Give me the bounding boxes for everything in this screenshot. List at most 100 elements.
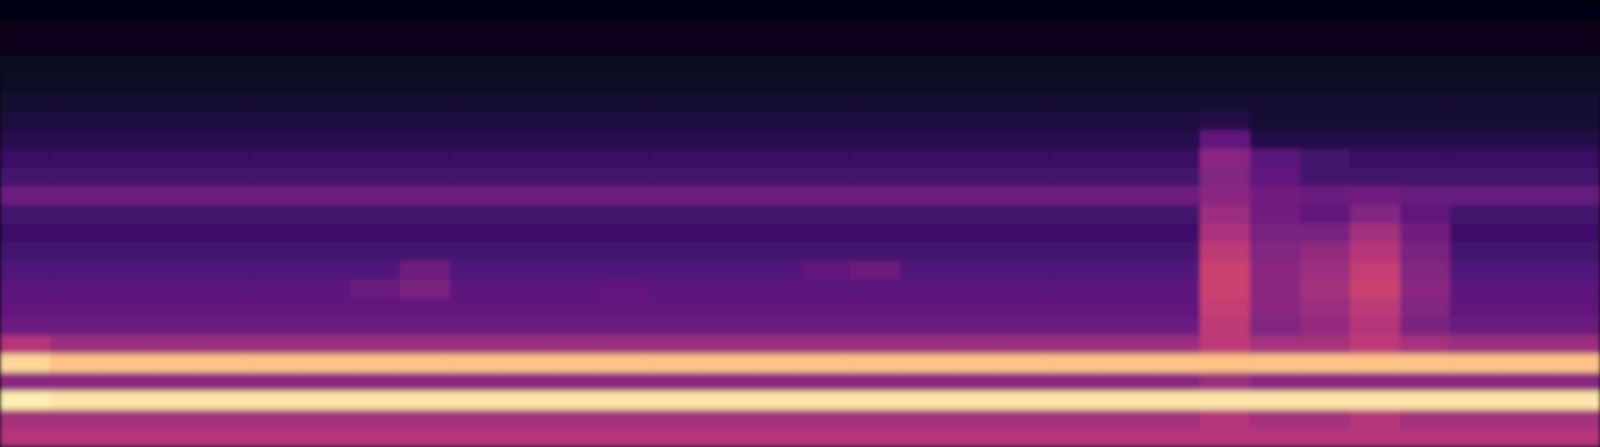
cell bbox=[300, 223, 351, 243]
cell bbox=[1449, 37, 1501, 56]
cell bbox=[500, 372, 551, 392]
cell bbox=[800, 130, 851, 150]
cell bbox=[1100, 298, 1151, 318]
cell bbox=[1249, 111, 1301, 131]
cell bbox=[1100, 354, 1151, 374]
cell bbox=[300, 260, 351, 280]
cell bbox=[1550, 372, 1600, 392]
cell bbox=[1400, 391, 1451, 411]
cell bbox=[350, 410, 401, 429]
cell bbox=[500, 410, 551, 429]
cell bbox=[1500, 298, 1551, 318]
cell bbox=[1300, 92, 1351, 112]
cell bbox=[49, 186, 101, 206]
cell bbox=[1049, 130, 1101, 150]
cell bbox=[500, 428, 551, 447]
cell bbox=[1100, 92, 1151, 112]
cell bbox=[649, 74, 701, 94]
cell bbox=[1249, 223, 1301, 243]
cell bbox=[449, 167, 501, 187]
cell bbox=[1449, 0, 1501, 19]
cell bbox=[950, 18, 1001, 38]
cell bbox=[900, 148, 951, 168]
cell bbox=[350, 186, 401, 206]
cell bbox=[950, 354, 1001, 374]
cell bbox=[1300, 111, 1351, 131]
cell bbox=[1500, 223, 1551, 243]
cell bbox=[500, 354, 551, 374]
cell bbox=[1200, 354, 1251, 374]
cell bbox=[1049, 186, 1101, 206]
cell bbox=[950, 186, 1001, 206]
cell bbox=[0, 111, 51, 131]
cell bbox=[1500, 18, 1551, 38]
cell bbox=[150, 372, 201, 392]
cell bbox=[800, 204, 851, 224]
cell bbox=[1400, 167, 1451, 187]
cell bbox=[350, 148, 401, 168]
cell bbox=[49, 18, 101, 38]
cell bbox=[1449, 242, 1501, 262]
cell bbox=[1100, 316, 1151, 336]
cell bbox=[1300, 372, 1351, 392]
cell bbox=[300, 372, 351, 392]
cell bbox=[750, 372, 801, 392]
cell bbox=[800, 223, 851, 243]
cell bbox=[800, 186, 851, 206]
cell bbox=[849, 354, 901, 374]
cell bbox=[150, 316, 201, 336]
cell bbox=[950, 372, 1001, 392]
cell bbox=[1500, 0, 1551, 19]
cell bbox=[49, 410, 101, 429]
cell bbox=[900, 242, 951, 262]
cell bbox=[449, 204, 501, 224]
cell bbox=[750, 55, 801, 75]
cell bbox=[750, 428, 801, 447]
cell bbox=[1350, 74, 1401, 94]
cell bbox=[800, 410, 851, 429]
cell bbox=[1200, 74, 1251, 94]
cell bbox=[400, 167, 451, 187]
cell bbox=[100, 92, 151, 112]
cell bbox=[500, 18, 551, 38]
cell bbox=[1350, 18, 1401, 38]
cell bbox=[750, 410, 801, 429]
cell bbox=[300, 74, 351, 94]
cell bbox=[649, 204, 701, 224]
cell bbox=[449, 391, 501, 411]
cell bbox=[600, 204, 651, 224]
cell bbox=[1500, 242, 1551, 262]
cell bbox=[550, 372, 601, 392]
cell bbox=[700, 92, 751, 112]
cell bbox=[849, 130, 901, 150]
cell bbox=[0, 391, 51, 411]
cell bbox=[1350, 298, 1401, 318]
cell bbox=[1000, 354, 1051, 374]
cell bbox=[1100, 335, 1151, 355]
cell bbox=[700, 428, 751, 447]
cell bbox=[750, 186, 801, 206]
cell bbox=[1350, 335, 1401, 355]
cell bbox=[849, 428, 901, 447]
cell bbox=[950, 130, 1001, 150]
cell bbox=[600, 335, 651, 355]
cell bbox=[1100, 74, 1151, 94]
cell bbox=[649, 391, 701, 411]
cell bbox=[600, 37, 651, 56]
cell bbox=[600, 92, 651, 112]
cell bbox=[249, 204, 301, 224]
cell bbox=[700, 354, 751, 374]
cell bbox=[1449, 92, 1501, 112]
cell bbox=[750, 223, 801, 243]
cell bbox=[1049, 92, 1101, 112]
cell bbox=[1500, 428, 1551, 447]
cell bbox=[849, 316, 901, 336]
cell bbox=[550, 316, 601, 336]
cell bbox=[700, 223, 751, 243]
cell bbox=[249, 298, 301, 318]
cell bbox=[950, 0, 1001, 19]
cell bbox=[1550, 55, 1600, 75]
cell bbox=[300, 186, 351, 206]
cell bbox=[150, 242, 201, 262]
cell bbox=[800, 74, 851, 94]
